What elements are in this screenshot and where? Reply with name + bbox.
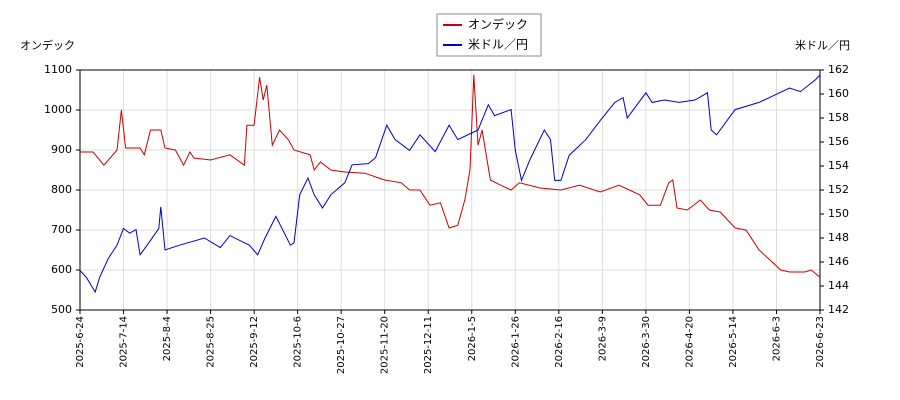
- x-tick-label: 2026-4-20: [684, 316, 695, 368]
- y-tick-label: 900: [51, 143, 72, 156]
- x-tick-label: 2025-8-25: [206, 316, 217, 368]
- x-tick-label: 2026-6-23: [815, 316, 826, 368]
- x-tick-label: 2026-1-26: [510, 316, 521, 368]
- y2-tick-label: 158: [828, 111, 849, 124]
- x-tick-label: 2026-6-3: [771, 316, 782, 361]
- x-tick-label: 2025-8-4: [162, 316, 173, 361]
- legend-label: オンデック: [468, 17, 528, 32]
- x-tick-label: 2026-3-9: [597, 316, 608, 361]
- y2-tick-label: 160: [828, 87, 849, 100]
- series-line: [80, 74, 821, 278]
- x-tick-label: 2025-10-6: [293, 316, 304, 368]
- series-line: [79, 74, 821, 294]
- y2-tick-label: 150: [828, 207, 849, 220]
- x-tick-label: 2025-11-20: [380, 316, 391, 374]
- y2-tick-label: 146: [828, 255, 849, 268]
- y2-tick-label: 156: [828, 135, 849, 148]
- y2-tick-label: 148: [828, 231, 849, 244]
- legend-box: [436, 13, 542, 57]
- legend-label: 米ドル／円: [468, 38, 528, 52]
- y-tick-label: 1100: [44, 63, 72, 76]
- plot-frame: [79, 69, 821, 311]
- x-tick-label: 2026-1-5: [467, 316, 478, 361]
- x-tick-label: 2025-12-11: [423, 316, 434, 374]
- y2-axis-label: 米ドル／円: [795, 39, 850, 52]
- x-tick-label: 2025-7-14: [119, 316, 130, 368]
- y-tick-label: 500: [51, 303, 72, 316]
- y2-tick-label: 144: [828, 279, 849, 292]
- y-tick-label: 1000: [44, 103, 72, 116]
- y-axis-label: オンデック: [20, 38, 75, 52]
- y2-tick-label: 154: [828, 159, 849, 172]
- y2-tick-label: 152: [828, 183, 849, 196]
- x-tick-label: 2025-9-12: [249, 316, 260, 368]
- y2-tick-label: 162: [828, 63, 849, 76]
- x-tick-label: 2026-2-16: [554, 316, 565, 368]
- x-tick-label: 2025-6-24: [75, 316, 86, 368]
- y-tick-label: 600: [51, 263, 72, 276]
- y-tick-label: 800: [51, 183, 72, 196]
- x-tick-label: 2026-5-14: [728, 316, 739, 368]
- x-tick-label: 2026-3-30: [641, 316, 652, 368]
- x-tick-label: 2025-10-27: [336, 316, 347, 374]
- y2-tick-label: 142: [828, 303, 849, 316]
- y-tick-label: 700: [51, 223, 72, 236]
